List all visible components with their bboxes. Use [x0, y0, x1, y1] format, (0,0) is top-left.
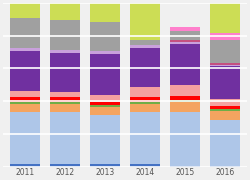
- Bar: [210, 120, 240, 166]
- Bar: [130, 48, 160, 87]
- Bar: [10, 48, 40, 51]
- Bar: [90, 95, 120, 102]
- Bar: [170, 102, 200, 112]
- Bar: [170, 96, 200, 100]
- Bar: [10, 97, 40, 102]
- Bar: [130, 45, 160, 48]
- Bar: [90, 102, 120, 105]
- Bar: [170, 166, 200, 167]
- Bar: [170, 42, 200, 44]
- Bar: [90, 115, 120, 164]
- Bar: [130, 3, 160, 40]
- Bar: [10, 112, 40, 164]
- Bar: [90, 55, 120, 95]
- Bar: [90, 22, 120, 51]
- Bar: [170, 27, 200, 31]
- Bar: [10, 51, 40, 91]
- Bar: [210, 111, 240, 120]
- Bar: [50, 97, 80, 102]
- Bar: [90, 105, 120, 107]
- Bar: [50, 102, 80, 104]
- Bar: [50, 53, 80, 92]
- Bar: [10, 164, 40, 167]
- Bar: [130, 40, 160, 45]
- Bar: [210, 109, 240, 111]
- Bar: [170, 112, 200, 166]
- Bar: [50, 92, 80, 97]
- Bar: [50, 20, 80, 50]
- Bar: [210, 63, 240, 65]
- Bar: [90, 51, 120, 55]
- Bar: [170, 40, 200, 42]
- Bar: [50, 50, 80, 53]
- Bar: [10, 102, 40, 104]
- Bar: [170, 100, 200, 102]
- Bar: [210, 66, 240, 99]
- Bar: [10, 3, 40, 18]
- Bar: [130, 87, 160, 97]
- Bar: [10, 18, 40, 48]
- Bar: [90, 3, 120, 22]
- Bar: [90, 107, 120, 115]
- Bar: [130, 112, 160, 164]
- Bar: [10, 91, 40, 97]
- Bar: [10, 104, 40, 112]
- Bar: [130, 97, 160, 102]
- Bar: [210, 99, 240, 106]
- Bar: [170, 31, 200, 40]
- Bar: [210, 65, 240, 66]
- Bar: [130, 104, 160, 112]
- Bar: [210, 40, 240, 63]
- Bar: [130, 164, 160, 167]
- Bar: [170, 85, 200, 96]
- Bar: [210, 33, 240, 40]
- Bar: [210, 106, 240, 109]
- Bar: [50, 3, 80, 20]
- Bar: [50, 164, 80, 167]
- Bar: [90, 164, 120, 167]
- Bar: [50, 104, 80, 112]
- Bar: [210, 166, 240, 167]
- Bar: [50, 112, 80, 164]
- Bar: [170, 44, 200, 85]
- Bar: [130, 102, 160, 104]
- Bar: [210, 1, 240, 33]
